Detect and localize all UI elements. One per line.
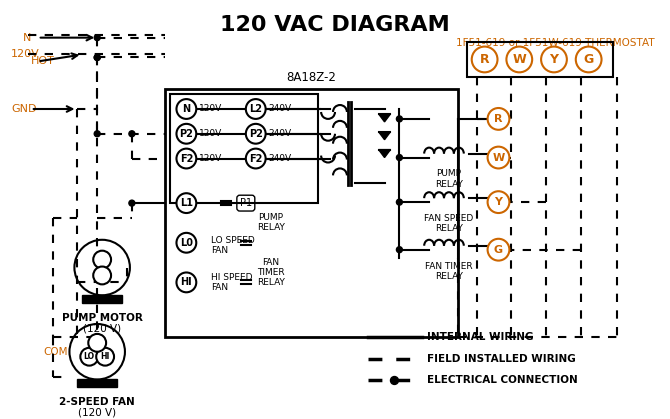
- Circle shape: [176, 99, 196, 119]
- Circle shape: [88, 334, 106, 352]
- Bar: [82, 295, 122, 303]
- Circle shape: [93, 266, 111, 285]
- Bar: [165, 89, 458, 337]
- Polygon shape: [379, 132, 391, 140]
- Circle shape: [94, 35, 100, 41]
- Text: FAN TIMER
RELAY: FAN TIMER RELAY: [425, 261, 473, 281]
- Text: P2: P2: [180, 129, 194, 139]
- Circle shape: [176, 149, 196, 168]
- Text: PUMP
RELAY: PUMP RELAY: [435, 169, 463, 189]
- Text: P1: P1: [240, 198, 252, 208]
- Text: 120V: 120V: [199, 154, 222, 163]
- Circle shape: [129, 131, 135, 137]
- Text: 8A18Z-2: 8A18Z-2: [286, 71, 336, 84]
- Text: PUMP
RELAY: PUMP RELAY: [257, 213, 285, 233]
- Text: PUMP MOTOR: PUMP MOTOR: [62, 313, 143, 323]
- Text: N: N: [23, 33, 31, 43]
- Text: 1F51-619 or 1F51W-619 THERMOSTAT: 1F51-619 or 1F51W-619 THERMOSTAT: [456, 38, 655, 48]
- Polygon shape: [379, 114, 391, 122]
- Circle shape: [176, 193, 196, 213]
- Text: G: G: [494, 245, 503, 255]
- Circle shape: [246, 124, 265, 144]
- Text: 120V: 120V: [199, 104, 222, 114]
- Circle shape: [391, 377, 399, 385]
- Text: INTERNAL WIRING: INTERNAL WIRING: [427, 332, 533, 342]
- Text: R: R: [494, 114, 502, 124]
- Bar: [467, 41, 614, 77]
- Text: COM: COM: [43, 347, 68, 357]
- Circle shape: [129, 200, 135, 206]
- Circle shape: [576, 47, 602, 72]
- Circle shape: [176, 272, 196, 292]
- Text: GND: GND: [11, 104, 36, 114]
- Text: W: W: [513, 53, 526, 66]
- Bar: [170, 94, 318, 203]
- Circle shape: [94, 131, 100, 137]
- Text: W: W: [492, 153, 505, 163]
- Circle shape: [507, 47, 532, 72]
- Text: Y: Y: [549, 53, 559, 66]
- Text: 240V: 240V: [269, 104, 291, 114]
- Text: FIELD INSTALLED WIRING: FIELD INSTALLED WIRING: [427, 354, 576, 364]
- Text: LO SPEED
FAN: LO SPEED FAN: [211, 236, 255, 256]
- Text: FAN SPEED
RELAY: FAN SPEED RELAY: [424, 214, 474, 233]
- Circle shape: [176, 233, 196, 253]
- Text: F2: F2: [249, 153, 263, 163]
- Circle shape: [488, 191, 509, 213]
- Text: HOT: HOT: [31, 57, 55, 67]
- Circle shape: [397, 155, 403, 160]
- Circle shape: [80, 348, 98, 366]
- Circle shape: [472, 47, 498, 72]
- Bar: [77, 380, 117, 388]
- Text: 120V: 120V: [199, 129, 222, 138]
- Circle shape: [246, 99, 265, 119]
- Text: 240V: 240V: [269, 129, 291, 138]
- Circle shape: [94, 54, 100, 60]
- Text: Y: Y: [494, 197, 502, 207]
- Text: 2-SPEED FAN: 2-SPEED FAN: [60, 397, 135, 407]
- Circle shape: [397, 199, 403, 205]
- Text: L1: L1: [180, 198, 193, 208]
- Circle shape: [488, 108, 509, 130]
- Circle shape: [488, 147, 509, 168]
- Text: L0: L0: [180, 238, 193, 248]
- Circle shape: [246, 149, 265, 168]
- Text: F2: F2: [180, 153, 193, 163]
- Text: P2: P2: [249, 129, 263, 139]
- Circle shape: [93, 251, 111, 269]
- Text: HI: HI: [100, 352, 110, 361]
- Text: R: R: [480, 53, 489, 66]
- Text: 120 VAC DIAGRAM: 120 VAC DIAGRAM: [220, 15, 450, 35]
- Text: (120 V): (120 V): [78, 407, 117, 417]
- Text: N: N: [182, 104, 190, 114]
- Text: L2: L2: [249, 104, 262, 114]
- Text: G: G: [584, 53, 594, 66]
- Circle shape: [96, 348, 114, 366]
- Text: FAN
TIMER
RELAY: FAN TIMER RELAY: [257, 258, 285, 287]
- Text: HI SPEED
FAN: HI SPEED FAN: [211, 273, 253, 292]
- Text: (120 V): (120 V): [83, 323, 121, 333]
- Text: LO: LO: [84, 352, 95, 361]
- Circle shape: [397, 116, 403, 122]
- Circle shape: [397, 247, 403, 253]
- Circle shape: [176, 124, 196, 144]
- Circle shape: [488, 239, 509, 261]
- Text: 240V: 240V: [269, 154, 291, 163]
- Circle shape: [94, 54, 100, 60]
- Circle shape: [541, 47, 567, 72]
- Text: 120V: 120V: [11, 49, 40, 59]
- Text: ELECTRICAL CONNECTION: ELECTRICAL CONNECTION: [427, 375, 578, 385]
- Polygon shape: [379, 150, 391, 158]
- Text: HI: HI: [180, 277, 192, 287]
